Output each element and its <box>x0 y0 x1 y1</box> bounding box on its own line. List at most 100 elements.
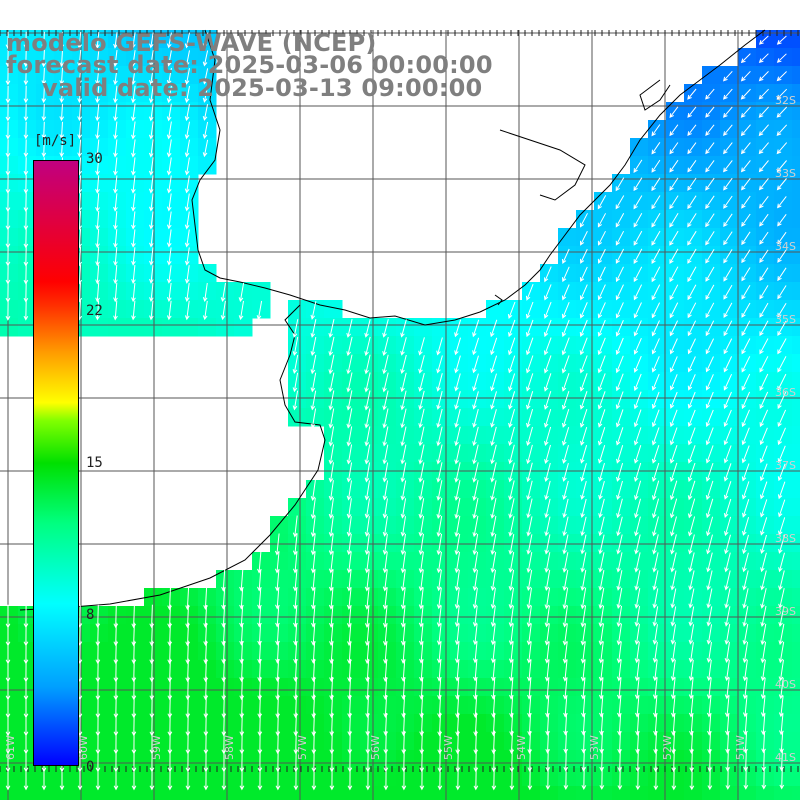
wind-cell <box>558 480 577 499</box>
wind-arrow <box>328 462 334 483</box>
wind-arrow <box>706 534 713 555</box>
wind-arrow <box>688 642 694 663</box>
wind-cell <box>234 300 253 319</box>
wind-cell <box>648 210 667 229</box>
wind-arrow <box>670 552 677 573</box>
wind-cell <box>162 318 181 337</box>
wind-arrow <box>5 31 11 50</box>
wind-arrow <box>59 139 65 158</box>
wind-arrow <box>634 588 641 609</box>
wind-arrow <box>633 284 643 301</box>
wind-cell <box>396 372 415 391</box>
wind-cell <box>396 588 415 607</box>
wind-cell <box>684 192 703 211</box>
wind-cell <box>720 696 739 715</box>
wind-cell <box>720 480 739 499</box>
wind-arrow <box>579 408 588 428</box>
wind-arrow <box>544 266 552 283</box>
wind-cell <box>108 30 127 49</box>
wind-cell <box>522 606 541 625</box>
wind-cell <box>738 516 757 535</box>
longitude-label: 55W <box>442 735 455 760</box>
wind-arrow <box>777 214 787 227</box>
wind-cell <box>432 336 451 355</box>
wind-cell <box>144 786 163 800</box>
wind-cell <box>234 642 253 661</box>
wind-arrow <box>310 390 317 411</box>
wind-cell <box>288 552 307 571</box>
wind-arrow <box>257 676 263 701</box>
wind-arrow <box>257 766 263 791</box>
wind-arrow <box>131 67 136 86</box>
wind-cell <box>0 192 19 211</box>
wind-cell <box>198 318 217 337</box>
wind-cell <box>180 786 199 800</box>
wind-arrow <box>436 480 443 501</box>
wind-cell <box>360 390 379 409</box>
wind-arrow <box>723 177 733 191</box>
wind-cell <box>306 498 325 517</box>
wind-arrow <box>597 302 606 319</box>
wind-cell <box>342 570 361 589</box>
colorbar-unit: [m/s] <box>34 133 77 149</box>
wind-arrow <box>742 534 749 555</box>
wind-arrow <box>77 31 82 50</box>
wind-cell <box>108 642 127 661</box>
wind-cell <box>378 732 397 751</box>
wind-arrow <box>292 354 299 375</box>
wind-arrow <box>41 67 47 86</box>
wind-arrow <box>706 624 713 645</box>
wind-cell <box>738 714 757 733</box>
wind-cell <box>54 30 73 49</box>
wind-cell <box>558 768 577 787</box>
wind-arrow <box>615 320 624 337</box>
wind-cell <box>108 156 127 175</box>
wind-cell <box>126 120 145 139</box>
wind-arrow <box>149 211 154 230</box>
wind-arrow <box>149 265 154 284</box>
wind-cell <box>342 714 361 733</box>
wind-arrow <box>616 462 624 482</box>
wind-cell <box>306 588 325 607</box>
wind-arrow <box>436 337 443 356</box>
wind-cell <box>792 750 800 769</box>
wind-cell <box>630 300 649 319</box>
wind-cell <box>702 480 721 499</box>
wind-cell <box>468 606 487 625</box>
coastline <box>19 29 766 611</box>
wind-arrow <box>436 497 443 520</box>
wind-arrow <box>454 408 461 428</box>
wind-cell <box>90 192 109 211</box>
wind-arrow <box>561 302 570 319</box>
wind-cell <box>18 138 37 157</box>
wind-cell <box>774 300 793 319</box>
wind-arrow <box>418 516 425 537</box>
wind-arrow <box>743 749 749 772</box>
wind-cell <box>234 282 253 301</box>
wind-arrow <box>597 391 606 410</box>
wind-cell <box>540 408 559 427</box>
wind-cell <box>450 480 469 499</box>
wind-cell <box>162 156 181 175</box>
wind-cell <box>324 426 343 445</box>
wind-cell <box>144 30 163 49</box>
wind-cell <box>720 138 739 157</box>
wind-arrow <box>705 445 714 464</box>
wind-arrow <box>23 67 29 86</box>
wind-cell <box>720 264 739 283</box>
wind-arrow <box>580 248 588 264</box>
wind-arrow <box>778 659 784 682</box>
wind-arrow <box>59 121 65 140</box>
wind-cell <box>756 768 775 787</box>
wind-arrow <box>687 230 697 246</box>
wind-cell <box>792 30 800 49</box>
wind-arrow <box>490 355 498 374</box>
wind-arrow <box>220 282 226 303</box>
wind-cell <box>216 786 235 800</box>
wind-cell <box>504 390 523 409</box>
wind-cell <box>648 138 667 157</box>
wind-cell <box>540 732 559 751</box>
wind-cell <box>198 588 217 607</box>
wind-cell <box>360 570 379 589</box>
wind-cell <box>486 732 505 751</box>
